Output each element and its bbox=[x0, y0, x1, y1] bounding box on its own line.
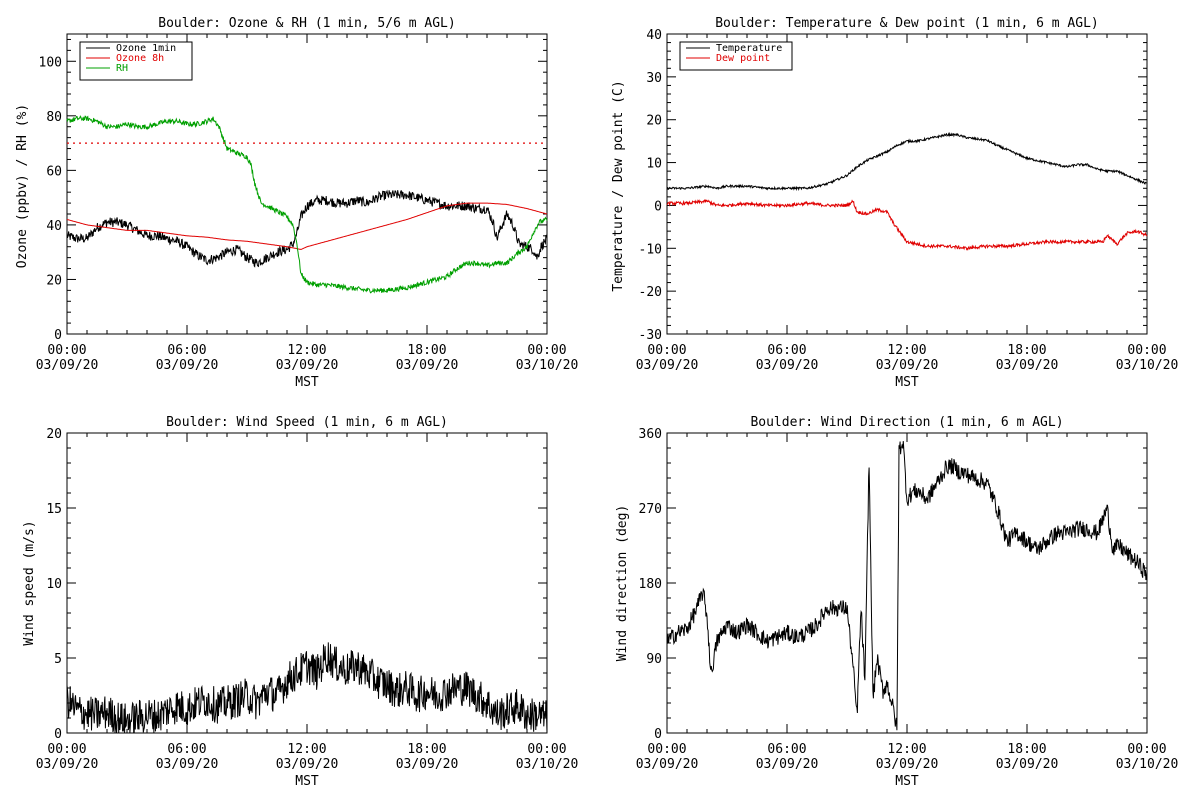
wind-direction-xtick-time-label: 00:00 bbox=[647, 742, 686, 757]
ozone-rh-legend-label: Ozone 1min bbox=[116, 43, 176, 54]
wind-direction-xtick-time-label: 00:00 bbox=[1127, 742, 1166, 757]
ozone-rh-line-rh bbox=[66, 115, 548, 294]
temperature-dewpoint-title: Boulder: Temperature & Dew point (1 min,… bbox=[715, 16, 1099, 31]
ozone-rh-ytick-label: 0 bbox=[54, 328, 62, 343]
wind-speed-xtick-time-label: 00:00 bbox=[527, 742, 566, 757]
temperature-dewpoint-legend-label: Dew point bbox=[716, 53, 770, 64]
wind-direction-xtick-time-label: 12:00 bbox=[887, 742, 926, 757]
wind-speed-xtick-date-label: 03/09/20 bbox=[156, 757, 219, 772]
wind-speed-plot-frame bbox=[66, 432, 548, 734]
temperature-dewpoint-line-dew-point bbox=[666, 198, 1148, 251]
wind-speed-xtick-time-label: 00:00 bbox=[47, 742, 86, 757]
temperature-dewpoint-xtick-time-label: 00:00 bbox=[1127, 343, 1166, 358]
wind-speed-ytick-label: 0 bbox=[54, 727, 62, 742]
ozone-rh-xtick-time-label: 06:00 bbox=[167, 343, 206, 358]
ozone-rh-xtick-time-label: 00:00 bbox=[527, 343, 566, 358]
temperature-dewpoint-ytick-label: -30 bbox=[639, 328, 662, 343]
temperature-dewpoint-ytick-label: 20 bbox=[646, 114, 662, 129]
temperature-dewpoint-ytick-label: 10 bbox=[646, 157, 662, 172]
wind-speed-panel: Boulder: Wind Speed (1 min, 6 m AGL) Win… bbox=[22, 415, 578, 789]
temperature-dewpoint-xtick-date-label: 03/09/20 bbox=[996, 358, 1059, 373]
ozone-rh-legend-label: Ozone 8h bbox=[116, 53, 164, 64]
ozone-rh-ytick-label: 80 bbox=[46, 110, 62, 125]
wind-speed-xlabel: MST bbox=[295, 774, 319, 789]
wind-direction-xtick-time-label: 06:00 bbox=[767, 742, 806, 757]
wind-speed-xtick-date-label: 03/09/20 bbox=[276, 757, 339, 772]
temperature-dewpoint-line-temperature bbox=[666, 131, 1148, 192]
wind-speed-xtick-time-label: 12:00 bbox=[287, 742, 326, 757]
wind-direction-plot-frame bbox=[666, 432, 1148, 734]
temperature-dewpoint-legend-label: Temperature bbox=[716, 43, 782, 54]
temperature-dewpoint-xtick-date-label: 03/09/20 bbox=[756, 358, 819, 373]
wind-direction-ytick-label: 90 bbox=[646, 652, 662, 667]
ozone-rh-xtick-time-label: 12:00 bbox=[287, 343, 326, 358]
ozone-rh-ytick-label: 100 bbox=[39, 55, 62, 70]
wind-speed-ytick-label: 15 bbox=[46, 502, 62, 517]
ozone-rh-xtick-date-label: 03/09/20 bbox=[36, 358, 99, 373]
wind-direction-xtick-date-label: 03/09/20 bbox=[996, 757, 1059, 772]
wind-direction-ytick-label: 270 bbox=[639, 502, 662, 517]
wind-direction-title: Boulder: Wind Direction (1 min, 6 m AGL) bbox=[750, 415, 1063, 430]
wind-direction-xtick-date-label: 03/09/20 bbox=[756, 757, 819, 772]
ozone-rh-ytick-label: 40 bbox=[46, 219, 62, 234]
temperature-dewpoint-ylabel: Temperature / Dew point (C) bbox=[611, 80, 626, 291]
temperature-dewpoint-xlabel: MST bbox=[895, 375, 919, 390]
temperature-dewpoint-ytick-label: 0 bbox=[654, 199, 662, 214]
wind-direction-panel: Boulder: Wind Direction (1 min, 6 m AGL)… bbox=[615, 415, 1178, 789]
temperature-dewpoint-xtick-time-label: 00:00 bbox=[647, 343, 686, 358]
wind-direction-ytick-label: 0 bbox=[654, 727, 662, 742]
wind-speed-xtick-time-label: 18:00 bbox=[407, 742, 446, 757]
wind-speed-line-series bbox=[66, 642, 548, 734]
wind-speed-ytick-label: 5 bbox=[54, 652, 62, 667]
wind-direction-xtick-time-label: 18:00 bbox=[1007, 742, 1046, 757]
ozone-rh-title: Boulder: Ozone & RH (1 min, 5/6 m AGL) bbox=[158, 16, 455, 31]
ozone-rh-ytick-label: 20 bbox=[46, 273, 62, 288]
wind-direction-xtick-date-label: 03/09/20 bbox=[636, 757, 699, 772]
wind-speed-xtick-date-label: 03/09/20 bbox=[36, 757, 99, 772]
wind-direction-xtick-date-label: 03/10/20 bbox=[1116, 757, 1179, 772]
temperature-dewpoint-ytick-label: 40 bbox=[646, 28, 662, 43]
ozone-rh-xtick-time-label: 00:00 bbox=[47, 343, 86, 358]
wind-speed-ytick-label: 10 bbox=[46, 577, 62, 592]
temperature-dewpoint-xtick-time-label: 06:00 bbox=[767, 343, 806, 358]
ozone-rh-panel: Boulder: Ozone & RH (1 min, 5/6 m AGL) O… bbox=[15, 16, 578, 390]
wind-speed-title: Boulder: Wind Speed (1 min, 6 m AGL) bbox=[166, 415, 448, 430]
temperature-dewpoint-xtick-date-label: 03/09/20 bbox=[636, 358, 699, 373]
wind-speed-xtick-time-label: 06:00 bbox=[167, 742, 206, 757]
temperature-dewpoint-xtick-time-label: 12:00 bbox=[887, 343, 926, 358]
ozone-rh-xtick-date-label: 03/09/20 bbox=[156, 358, 219, 373]
ozone-rh-line-ozone-1min bbox=[66, 189, 548, 268]
temperature-dewpoint-xtick-date-label: 03/09/20 bbox=[876, 358, 939, 373]
temperature-dewpoint-panel: Boulder: Temperature & Dew point (1 min,… bbox=[611, 16, 1178, 390]
temperature-dewpoint-ytick-label: -20 bbox=[639, 285, 662, 300]
ozone-rh-ylabel: Ozone (ppbv) / RH (%) bbox=[15, 104, 30, 268]
ozone-rh-line-ozone-8h bbox=[66, 202, 548, 250]
wind-direction-ytick-label: 360 bbox=[639, 427, 662, 442]
wind-direction-ylabel: Wind direction (deg) bbox=[615, 505, 630, 662]
wind-speed-ylabel: Wind speed (m/s) bbox=[22, 520, 37, 645]
wind-speed-xtick-date-label: 03/09/20 bbox=[396, 757, 459, 772]
ozone-rh-legend-label: RH bbox=[116, 63, 128, 74]
wind-direction-xtick-date-label: 03/09/20 bbox=[876, 757, 939, 772]
temperature-dewpoint-legend-box bbox=[679, 41, 793, 71]
wind-speed-ytick-label: 20 bbox=[46, 427, 62, 442]
ozone-rh-xtick-date-label: 03/09/20 bbox=[396, 358, 459, 373]
wind-direction-xlabel: MST bbox=[895, 774, 919, 789]
ozone-rh-ytick-label: 60 bbox=[46, 164, 62, 179]
temperature-dewpoint-ytick-label: -10 bbox=[639, 242, 662, 257]
ozone-rh-xtick-date-label: 03/10/20 bbox=[516, 358, 579, 373]
ozone-rh-xtick-time-label: 18:00 bbox=[407, 343, 446, 358]
ozone-rh-xtick-date-label: 03/09/20 bbox=[276, 358, 339, 373]
wind-speed-xtick-date-label: 03/10/20 bbox=[516, 757, 579, 772]
temperature-dewpoint-xtick-time-label: 18:00 bbox=[1007, 343, 1046, 358]
temperature-dewpoint-xtick-date-label: 03/10/20 bbox=[1116, 358, 1179, 373]
temperature-dewpoint-ytick-label: 30 bbox=[646, 71, 662, 86]
ozone-rh-xlabel: MST bbox=[295, 375, 319, 390]
wind-direction-ytick-label: 180 bbox=[639, 577, 662, 592]
wind-direction-line-series bbox=[666, 441, 1148, 731]
